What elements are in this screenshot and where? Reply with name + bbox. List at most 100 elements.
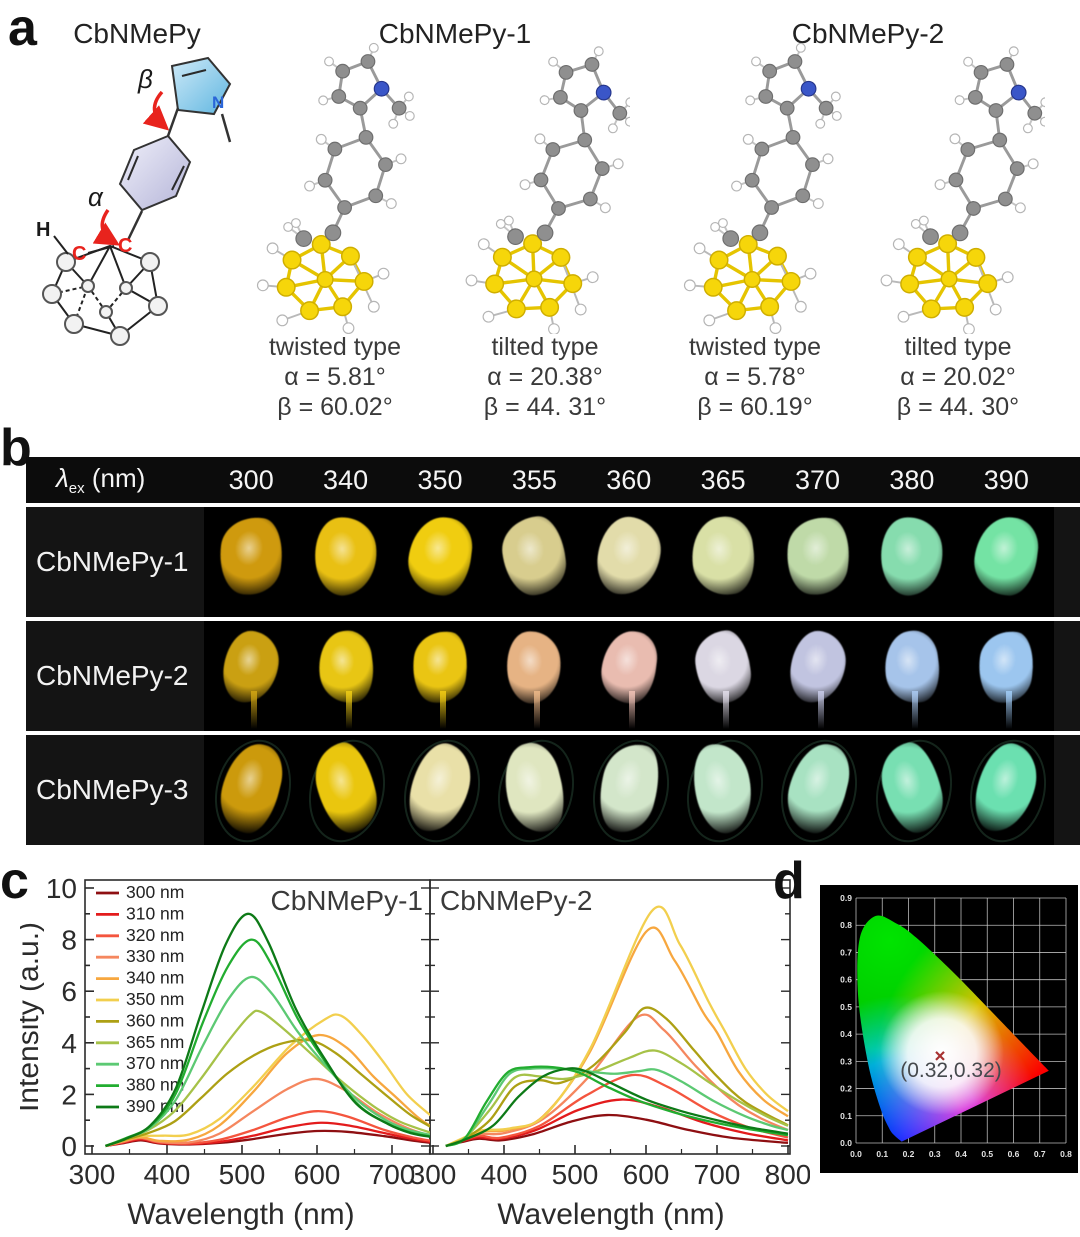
beta-symbol: β xyxy=(137,64,153,94)
fluorescence-sample xyxy=(864,731,963,851)
y-tick-label: 8 xyxy=(61,925,77,956)
spectrum-curve-350nm xyxy=(445,905,789,1148)
row-label: CbNMePy-1 xyxy=(36,546,189,577)
spectrum-curve-360nm xyxy=(105,1038,430,1148)
legend-label: 380 nm xyxy=(126,1075,184,1095)
spectrum-curve-310nm xyxy=(445,1098,789,1148)
fluorescence-sample xyxy=(581,731,680,851)
legend-label: 360 nm xyxy=(126,1010,184,1030)
cie-point-marker xyxy=(935,1051,945,1061)
spectrum-curve-380nm xyxy=(445,1065,789,1148)
x-tick-label: 300 xyxy=(69,1159,116,1190)
cie-point-label: (0.32,0.32) xyxy=(900,1059,1002,1082)
wavelength-390: 390 xyxy=(983,464,1029,495)
legend-label: 310 nm xyxy=(126,903,184,923)
fluorescence-sample xyxy=(675,507,771,617)
fluorescence-sample xyxy=(392,507,488,617)
cie-chromaticity-diagram: 0.0 0.1 0.2 0.3 0.4 0.5 0.6 0.7 0.8 0.9 0.0 0.1 0.2 0… xyxy=(820,885,1078,1173)
group-title-cbnmepy-2: CbNMePy-2 xyxy=(791,18,945,49)
y-tick-label: 2 xyxy=(61,1079,77,1110)
fluorescence-sample xyxy=(392,731,491,851)
x-tick-label: 600 xyxy=(294,1159,341,1190)
fluorescence-sample xyxy=(298,731,396,851)
h-atom-label: H xyxy=(36,219,50,241)
sample-row-CbNMePy-3: CbNMePy-3 xyxy=(26,731,1080,851)
crystal-structure-1-twisted xyxy=(245,42,415,334)
excitation-wavelength-header: λex (nm) xyxy=(56,462,146,498)
fluorescence-sample xyxy=(959,731,1057,851)
x-tick-label: 400 xyxy=(144,1159,191,1190)
cie-y-tick: 0.5 xyxy=(840,1002,852,1012)
panel-d-letter: d xyxy=(773,852,805,910)
panel-c-letter: c xyxy=(0,852,29,910)
cie-y-tick: 0.6 xyxy=(840,975,852,985)
y-tick-label: 10 xyxy=(46,873,77,904)
x-tick-label: 500 xyxy=(219,1159,266,1190)
cie-x-tick: 0.5 xyxy=(981,1149,993,1159)
wavelength-340: 340 xyxy=(323,464,369,495)
cage-carbon-label-2: C xyxy=(118,235,132,257)
wavelength-355: 355 xyxy=(511,464,557,495)
group-title-cbnmepy-1: CbNMePy-1 xyxy=(378,18,532,49)
cie-y-tick: 0.1 xyxy=(840,1111,852,1121)
spectrum-curve-390nm xyxy=(105,912,430,1148)
spectrum-curve-390nm xyxy=(445,1067,789,1148)
y-tick-label: 6 xyxy=(61,976,77,1007)
cie-y-tick: 0.4 xyxy=(840,1029,852,1039)
right-plot-title: CbNMePy-2 xyxy=(440,885,592,916)
cage-carbon-label-1: C xyxy=(72,243,86,265)
legend-label: 370 nm xyxy=(126,1053,184,1073)
spectrum-curve-365nm xyxy=(445,1049,789,1148)
crystal-structure-2-twisted xyxy=(672,42,842,334)
n-atom-label: N xyxy=(212,93,224,112)
cartoon-title: CbNMePy xyxy=(73,18,201,49)
cie-y-tick: 0.7 xyxy=(840,947,852,957)
fluorescence-sample xyxy=(204,731,302,851)
cie-y-tick: 0.3 xyxy=(840,1056,852,1066)
spectrum-curve-360nm xyxy=(445,1006,789,1148)
cie-x-tick: 0.3 xyxy=(929,1149,941,1159)
fluorescence-sample xyxy=(487,731,585,851)
x-tick-label: 700 xyxy=(369,1159,416,1190)
fluorescence-sample xyxy=(959,621,1054,731)
x-tick-label: 300 xyxy=(410,1159,457,1190)
x-tick-label: 500 xyxy=(552,1159,599,1190)
left-plot-title: CbNMePy-1 xyxy=(271,885,423,916)
cie-x-tick: 0.1 xyxy=(876,1149,888,1159)
cie-x-tick: 0.6 xyxy=(1008,1149,1020,1159)
structure-caption: twisted type α = 5.81° β = 60.02° xyxy=(268,333,401,421)
cie-x-tick: 0.2 xyxy=(903,1149,915,1159)
spectrum-curve-340nm xyxy=(105,1033,430,1148)
structure-caption: tilted type α = 20.38° β = 44. 31° xyxy=(483,333,607,421)
cie-x-tick: 0.8 xyxy=(1060,1149,1072,1159)
x-tick-label: 700 xyxy=(694,1159,741,1190)
legend-label: 300 nm xyxy=(126,882,184,902)
wavelength-350: 350 xyxy=(417,464,463,495)
fluorescence-sample xyxy=(581,621,676,731)
legend-label: 365 nm xyxy=(126,1032,184,1052)
fluorescence-sample xyxy=(204,621,299,731)
beta-rotation-arrow xyxy=(142,90,170,131)
alpha-rotation-arrow xyxy=(92,208,121,246)
fluorescence-sample xyxy=(298,621,393,731)
y-tick-label: 0 xyxy=(61,1131,77,1162)
fluorescence-sample xyxy=(487,507,582,617)
x-axis-label: Wavelength (nm) xyxy=(497,1198,724,1231)
alpha-symbol: α xyxy=(88,182,104,212)
crystal-structure-1-tilted xyxy=(460,42,630,334)
cie-x-tick: 0.0 xyxy=(850,1149,862,1159)
fluorescence-sample xyxy=(487,621,582,731)
cie-y-tick: 0.8 xyxy=(840,920,852,930)
fluorescence-sample xyxy=(864,507,960,617)
row-label: CbNMePy-3 xyxy=(36,774,189,805)
x-tick-label: 800 xyxy=(765,1159,810,1190)
x-tick-label: 600 xyxy=(623,1159,670,1190)
spectrum-curve-300nm xyxy=(445,1113,789,1148)
row-label: CbNMePy-2 xyxy=(36,660,189,691)
legend-label: 330 nm xyxy=(126,946,184,966)
spectrum-curve-370nm xyxy=(445,1066,789,1148)
fluorescence-sample xyxy=(392,621,488,731)
fluorescence-sample xyxy=(204,507,299,617)
fluorescence-sample xyxy=(675,731,774,851)
